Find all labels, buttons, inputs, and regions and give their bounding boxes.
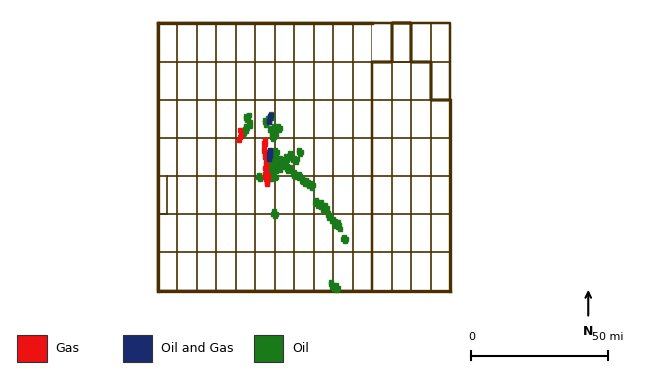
Text: 0: 0 xyxy=(468,332,474,342)
FancyBboxPatch shape xyxy=(123,335,152,362)
Text: Gas: Gas xyxy=(55,342,79,355)
Text: Oil: Oil xyxy=(292,342,309,355)
Text: Oil and Gas: Oil and Gas xyxy=(161,342,233,355)
FancyBboxPatch shape xyxy=(254,335,283,362)
Polygon shape xyxy=(372,23,392,61)
Text: 50 mi: 50 mi xyxy=(592,332,623,342)
FancyBboxPatch shape xyxy=(18,335,47,362)
Text: N: N xyxy=(583,325,593,338)
Polygon shape xyxy=(372,8,466,61)
